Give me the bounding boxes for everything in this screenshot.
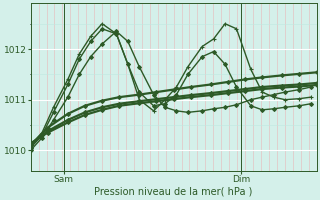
X-axis label: Pression niveau de la mer( hPa ): Pression niveau de la mer( hPa ) <box>94 187 253 197</box>
